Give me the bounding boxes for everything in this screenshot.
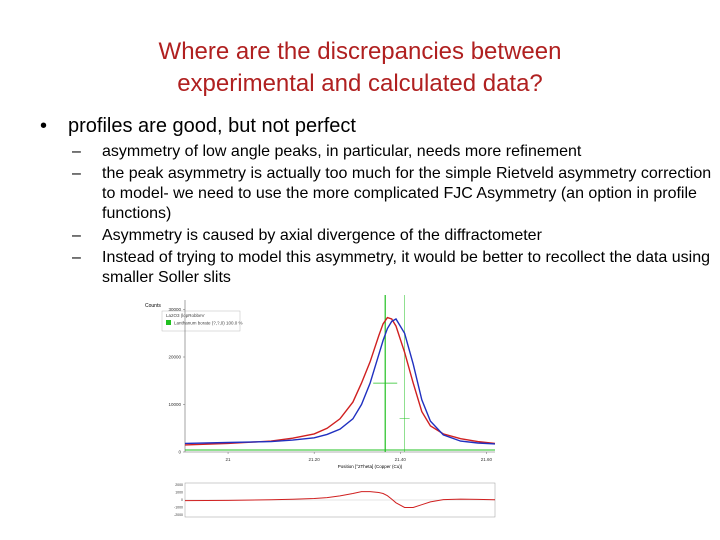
sub-bullet-item: – Asymmetry is caused by axial divergence…	[72, 226, 712, 246]
sub-bullet-item: – the peak asymmetry is actually too much…	[72, 164, 712, 224]
x-tick-label: 21.20	[309, 457, 321, 462]
x-tick-label: 21	[226, 457, 232, 462]
title-line-2: experimental and calculated data?	[177, 70, 543, 97]
chart-marks	[184, 295, 496, 452]
difference-curve	[184, 491, 496, 508]
slide-title: Where are the discrepancies between expe…	[60, 36, 660, 100]
legend-box	[161, 310, 241, 332]
y-tick-label: 0	[178, 450, 181, 455]
calculated-profile-line	[184, 318, 496, 445]
y-tick-label: 20000	[168, 355, 181, 360]
difference-tick-label: 0	[181, 498, 183, 502]
sub-bullet-text: Asymmetry is caused by axial divergence …	[102, 227, 542, 244]
difference-tick-label: 2000	[175, 483, 183, 487]
y-tick-label: 10000	[168, 402, 181, 407]
legend-entry: Lanthanum borate (?,?,0) 100.0 %	[174, 321, 243, 326]
main-bullet-text: profiles are good, but not perfect	[68, 115, 356, 137]
chart-axes: 0 10000 20000 30000 21 21.20 21.40 21.60	[168, 300, 495, 462]
difference-plot: 2000 1000 0 -1000 -2000	[174, 482, 496, 518]
difference-tick-label: -1000	[174, 506, 183, 510]
bullet-marker: •	[40, 115, 48, 137]
sub-marker: –	[72, 249, 81, 266]
sub-bullet-text: the peak asymmetry is actually too much …	[102, 165, 712, 222]
sub-bullet-text: asymmetry of low angle peaks, in particu…	[102, 143, 582, 160]
sub-marker: –	[72, 165, 81, 182]
x-axis-label: Position [°2Theta] (Copper (Cu))	[338, 464, 403, 469]
y-tick-label: 30000	[168, 307, 181, 312]
sub-bullet-item: – asymmetry of low angle peaks, in partic…	[72, 142, 712, 162]
legend-swatch	[166, 320, 171, 325]
difference-tick-label: 1000	[175, 491, 183, 495]
observed-profile-line	[184, 316, 496, 446]
sub-marker: –	[72, 143, 81, 160]
difference-tick-label: -2000	[174, 513, 183, 517]
sub-bullet-list: – asymmetry of low angle peaks, in partic…	[72, 142, 712, 290]
diffraction-pattern-chart: Counts La2O3 (lopRobbeV Lanthanum borate…	[145, 295, 496, 518]
title-line-1: Where are the discrepancies between	[158, 38, 562, 65]
sub-bullet-text: Instead of trying to model this asymmetr…	[102, 249, 711, 286]
main-bullet: • profiles are good, but not perfect	[40, 114, 356, 138]
x-tick-label: 21.60	[481, 457, 493, 462]
legend: La2O3 (lopRobbeV Lanthanum borate (?,?,0…	[161, 310, 243, 332]
y-axis-label: Counts	[145, 303, 161, 309]
x-tick-label: 21.40	[395, 457, 407, 462]
sub-bullet-item: – Instead of trying to model this asymmet…	[72, 248, 712, 288]
sub-marker: –	[72, 227, 81, 244]
